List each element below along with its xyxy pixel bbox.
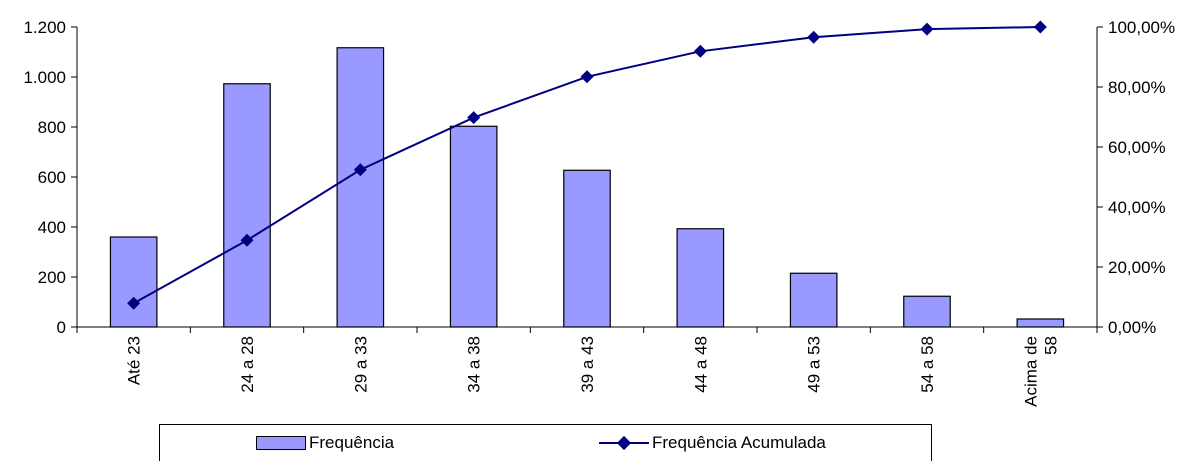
bar-5	[563, 169, 611, 328]
cumulative-point-8	[920, 22, 934, 36]
labels-layer: 0 200 400 600 800 1.000 1.200 0,00% 20,00% 40,00%…	[23, 18, 1175, 407]
bar-9	[1016, 318, 1065, 328]
bar-7	[789, 272, 838, 328]
legend: Frequência Frequência Acumulada	[159, 424, 932, 461]
left-tick-label: 200	[38, 268, 66, 287]
right-tick-label: 80,00%	[1108, 78, 1166, 97]
pareto-chart: 0 200 400 600 800 1.000 1.200 0,00% 20,00% 40,00%…	[23, 18, 1175, 407]
left-tick-label: 1.000	[23, 68, 66, 87]
legend-label-cumulative: Frequência Acumulada	[652, 433, 826, 452]
legend-item-cumulative[interactable]: Frequência Acumulada	[599, 434, 826, 452]
right-tick-label: 40,00%	[1108, 198, 1166, 217]
right-tick-label: 20,00%	[1108, 258, 1166, 277]
x-category-label: 49 a 53	[805, 336, 824, 393]
cumulative-point-3	[353, 163, 367, 177]
cumulative-point-9	[1033, 20, 1047, 34]
right-tick-label: 100,00%	[1108, 18, 1175, 37]
cumulative-point-6	[693, 44, 707, 58]
left-tick-label: 0	[57, 318, 66, 337]
cumulative-line-layer	[127, 20, 1047, 310]
x-category-label: 54 a 58	[918, 336, 937, 393]
left-tick-label: 800	[38, 118, 66, 137]
right-tick-label: 0,00%	[1108, 318, 1156, 337]
bar-2	[223, 83, 271, 328]
bar-6	[676, 228, 725, 328]
bar-1	[109, 236, 158, 328]
legend-line-swatch	[599, 435, 649, 451]
legend-item-frequency[interactable]: Frequência	[256, 434, 394, 452]
x-category-label: 58	[1041, 336, 1060, 355]
cumulative-point-2	[240, 233, 254, 247]
x-category-label: Até 23	[125, 336, 144, 385]
x-category-label: 39 a 43	[578, 336, 597, 393]
cumulative-point-4	[467, 111, 481, 125]
legend-bar-swatch	[256, 436, 306, 450]
diamond-marker-icon	[616, 435, 632, 451]
bar-8	[903, 295, 951, 328]
left-tick-label: 400	[38, 218, 66, 237]
left-tick-label: 600	[38, 168, 66, 187]
bar-3	[336, 47, 385, 328]
x-category-label: Acima de	[1021, 336, 1040, 407]
cumulative-point-7	[807, 30, 821, 44]
bars-layer	[109, 47, 1065, 328]
axes-layer	[71, 26, 1103, 333]
right-tick-label: 60,00%	[1108, 138, 1166, 157]
x-category-label: 34 a 38	[465, 336, 484, 393]
x-category-label: 24 a 28	[238, 336, 257, 393]
x-category-label: 29 a 33	[351, 336, 370, 393]
bar-4	[449, 125, 498, 328]
cumulative-point-5	[580, 70, 594, 84]
cumulative-point-1	[127, 296, 141, 310]
left-tick-label: 1.200	[23, 18, 66, 37]
legend-label-frequency: Frequência	[309, 433, 395, 452]
x-category-label: 44 a 48	[691, 336, 710, 393]
